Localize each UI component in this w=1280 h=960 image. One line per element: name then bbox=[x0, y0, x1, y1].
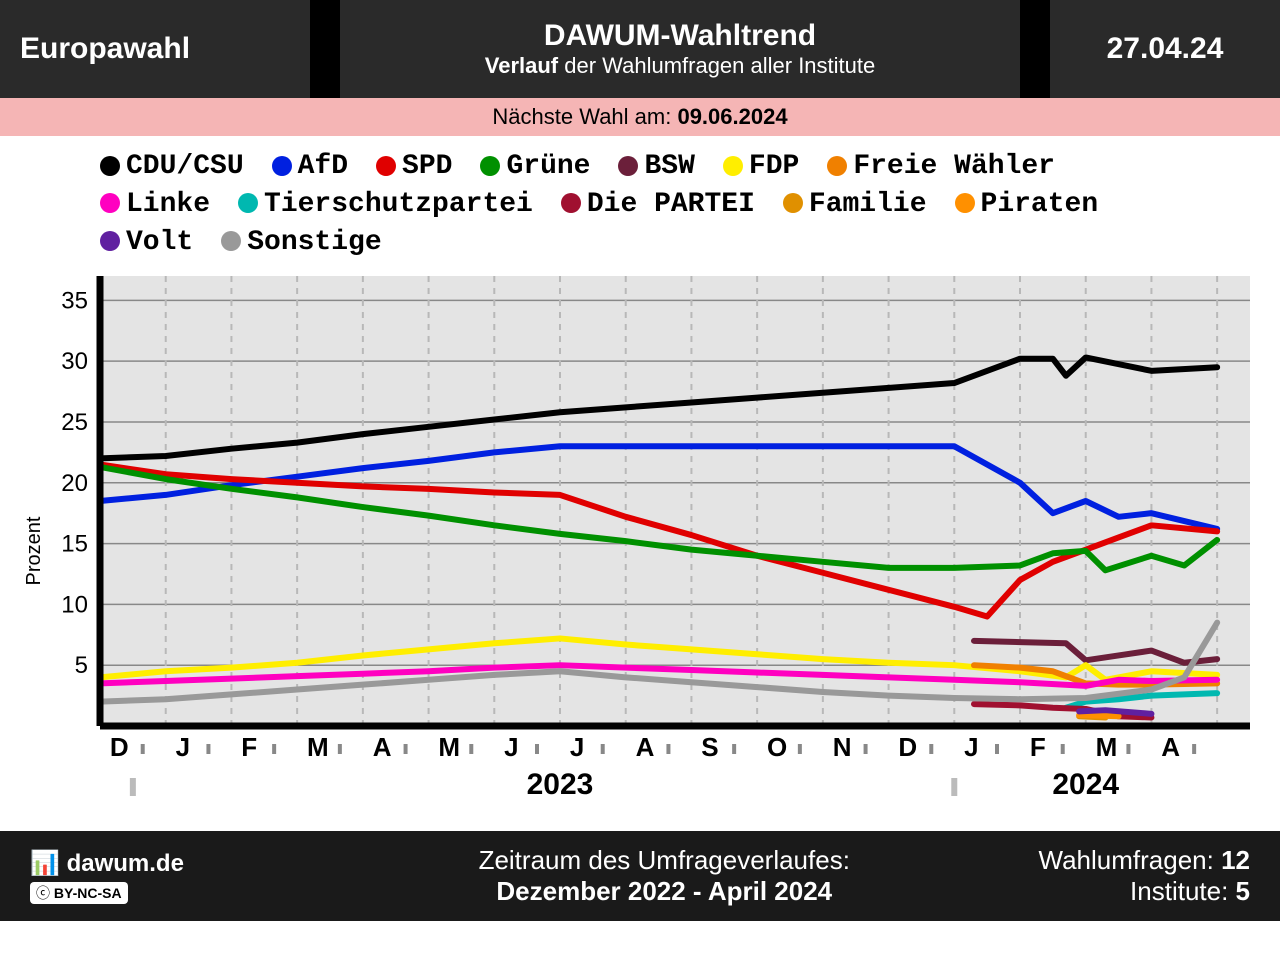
svg-text:M: M bbox=[1096, 732, 1118, 762]
svg-text:O: O bbox=[767, 732, 787, 762]
legend-label: Tierschutzpartei bbox=[264, 189, 533, 220]
legend-label: SPD bbox=[402, 151, 452, 182]
legend-item: Linke bbox=[100, 186, 210, 224]
footer-logo: 📊 dawum.de bbox=[30, 849, 290, 878]
legend-label: CDU/CSU bbox=[126, 151, 244, 182]
footer-left: 📊 dawum.de ⓒ BY-NC-SA bbox=[30, 849, 290, 904]
header-election: Europawahl bbox=[0, 0, 310, 98]
legend-label: Die PARTEI bbox=[587, 189, 755, 220]
legend-dot-icon bbox=[100, 156, 120, 176]
legend-dot-icon bbox=[100, 193, 120, 213]
legend-dot-icon bbox=[783, 193, 803, 213]
legend-label: Linke bbox=[126, 189, 210, 220]
svg-text:D: D bbox=[110, 732, 129, 762]
svg-text:2024: 2024 bbox=[1052, 768, 1119, 801]
svg-text:F: F bbox=[1030, 732, 1046, 762]
legend-item: Familie bbox=[783, 186, 927, 224]
legend-label: Piraten bbox=[981, 189, 1099, 220]
legend-item: AfD bbox=[272, 148, 348, 186]
header: Europawahl DAWUM-Wahltrend Verlauf der W… bbox=[0, 0, 1280, 98]
legend-item: Piraten bbox=[955, 186, 1099, 224]
svg-text:20: 20 bbox=[61, 470, 88, 497]
legend-item: Freie Wähler bbox=[827, 148, 1055, 186]
legend-item: Grüne bbox=[480, 148, 590, 186]
svg-text:30: 30 bbox=[61, 349, 88, 376]
legend-dot-icon bbox=[238, 193, 258, 213]
legend-dot-icon bbox=[723, 156, 743, 176]
legend-label: FDP bbox=[749, 151, 799, 182]
footer-right: Wahlumfragen: 12 Institute: 5 bbox=[1039, 845, 1250, 907]
legend-dot-icon bbox=[618, 156, 638, 176]
legend-dot-icon bbox=[480, 156, 500, 176]
svg-text:S: S bbox=[701, 732, 718, 762]
legend-dot-icon bbox=[272, 156, 292, 176]
legend-label: Freie Wähler bbox=[853, 151, 1055, 182]
svg-text:J: J bbox=[964, 732, 978, 762]
svg-text:D: D bbox=[898, 732, 917, 762]
footer-center: Zeitraum des Umfrageverlaufes: Dezember … bbox=[290, 845, 1039, 907]
y-axis-label: Prozent bbox=[23, 517, 46, 586]
legend-label: Volt bbox=[126, 227, 193, 258]
svg-text:5: 5 bbox=[75, 653, 88, 680]
footer: 📊 dawum.de ⓒ BY-NC-SA Zeitraum des Umfra… bbox=[0, 831, 1280, 921]
svg-text:A: A bbox=[1161, 732, 1180, 762]
legend-label: Sonstige bbox=[247, 227, 381, 258]
svg-text:15: 15 bbox=[61, 531, 88, 558]
legend-dot-icon bbox=[376, 156, 396, 176]
svg-text:J: J bbox=[176, 732, 190, 762]
legend-item: BSW bbox=[618, 148, 694, 186]
line-chart: 5 10 15 20 25 30 35 D J F M A M J J A S O N D J F M A 2023 2024 bbox=[20, 271, 1260, 831]
legend-item: SPD bbox=[376, 148, 452, 186]
footer-license: ⓒ BY-NC-SA bbox=[30, 882, 128, 904]
legend-dot-icon bbox=[827, 156, 847, 176]
legend-dot-icon bbox=[561, 193, 581, 213]
svg-text:35: 35 bbox=[61, 288, 88, 315]
legend-label: Grüne bbox=[506, 151, 590, 182]
legend-item: Volt bbox=[100, 224, 193, 262]
legend-item: CDU/CSU bbox=[100, 148, 244, 186]
next-election-banner: Nächste Wahl am: 09.06.2024 bbox=[0, 98, 1280, 136]
svg-text:A: A bbox=[636, 732, 655, 762]
legend-dot-icon bbox=[955, 193, 975, 213]
legend-label: Familie bbox=[809, 189, 927, 220]
chart-container: Prozent 5 10 15 20 25 30 35 D J F M A M J J A S O N D J F M A 20… bbox=[0, 271, 1280, 831]
svg-text:F: F bbox=[241, 732, 257, 762]
legend-item: FDP bbox=[723, 148, 799, 186]
header-subtitle: Verlauf der Wahlumfragen aller Institute bbox=[485, 53, 875, 79]
legend-dot-icon bbox=[100, 231, 120, 251]
svg-text:2023: 2023 bbox=[527, 768, 594, 801]
svg-text:N: N bbox=[833, 732, 852, 762]
svg-text:10: 10 bbox=[61, 592, 88, 619]
header-center: DAWUM-Wahltrend Verlauf der Wahlumfragen… bbox=[340, 0, 1020, 98]
svg-text:J: J bbox=[504, 732, 518, 762]
svg-text:J: J bbox=[570, 732, 584, 762]
legend-dot-icon bbox=[221, 231, 241, 251]
legend: CDU/CSU AfD SPD Grüne BSW FDP Freie Wähler Link… bbox=[0, 136, 1280, 271]
legend-item: Die PARTEI bbox=[561, 186, 755, 224]
svg-text:M: M bbox=[307, 732, 329, 762]
legend-item: Tierschutzpartei bbox=[238, 186, 533, 224]
svg-text:A: A bbox=[373, 732, 392, 762]
legend-item: Sonstige bbox=[221, 224, 381, 262]
legend-label: AfD bbox=[298, 151, 348, 182]
svg-text:M: M bbox=[438, 732, 460, 762]
svg-text:25: 25 bbox=[61, 409, 88, 436]
header-title: DAWUM-Wahltrend bbox=[544, 19, 816, 53]
legend-label: BSW bbox=[644, 151, 694, 182]
header-date: 27.04.24 bbox=[1050, 0, 1280, 98]
